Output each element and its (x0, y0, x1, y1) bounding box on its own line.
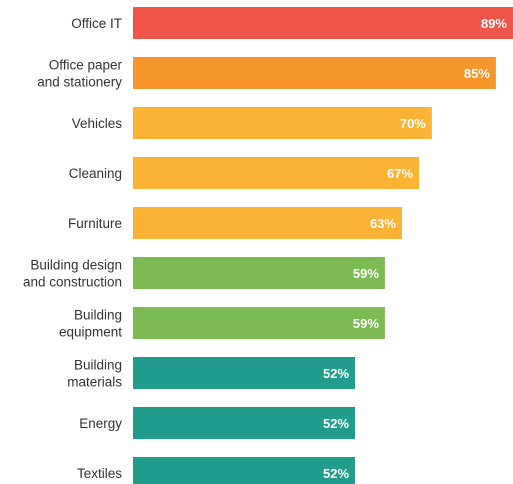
value-label-9: 52% (323, 466, 349, 481)
category-label-5: Building design and construction (23, 258, 122, 290)
bar-3 (133, 157, 420, 189)
bar-0 (133, 7, 513, 39)
category-label-2: Vehicles (72, 116, 123, 131)
category-label-4: Furniture (68, 216, 122, 231)
bar-7 (133, 357, 356, 389)
category-label-3: Cleaning (69, 166, 122, 181)
category-label-8: Energy (79, 416, 122, 431)
bar-6 (133, 307, 385, 339)
bar-4 (133, 207, 402, 239)
value-label-5: 59% (353, 266, 379, 281)
bar-9 (133, 457, 356, 484)
value-label-3: 67% (387, 166, 413, 181)
value-label-2: 70% (400, 116, 426, 131)
bar-8 (133, 407, 356, 439)
bar-2 (133, 107, 432, 139)
value-label-8: 52% (323, 416, 349, 431)
category-label-0: Office IT (71, 16, 122, 31)
value-label-1: 85% (464, 66, 490, 81)
value-label-0: 89% (481, 16, 507, 31)
value-label-4: 63% (370, 216, 396, 231)
value-label-7: 52% (323, 366, 349, 381)
category-label-7: Building materials (67, 358, 122, 390)
bar-1 (133, 57, 496, 89)
category-label-6: Building equipment (59, 308, 122, 340)
bar-5 (133, 257, 385, 289)
value-label-6: 59% (353, 316, 379, 331)
category-label-1: Office paper and stationery (37, 58, 122, 90)
category-label-9: Textiles (77, 466, 122, 481)
